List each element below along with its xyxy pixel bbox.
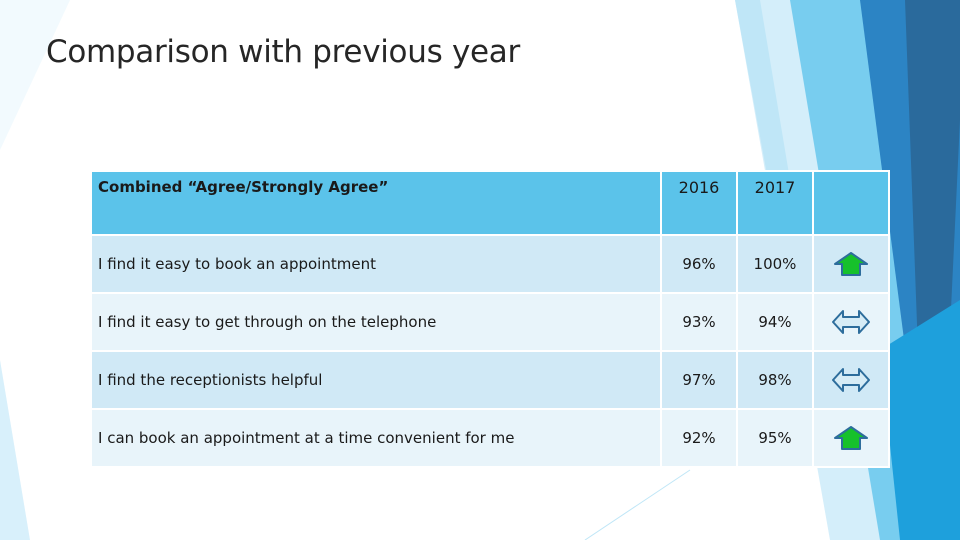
- comparison-table: Combined “Agree/Strongly Agree” 2016 201…: [90, 170, 890, 468]
- header-label: Combined “Agree/Strongly Agree”: [90, 170, 662, 236]
- row-value-2016: 92%: [660, 408, 738, 468]
- slide-title: Comparison with previous year: [46, 34, 520, 70]
- up-arrow-icon: [834, 252, 868, 276]
- trend-cell: [812, 292, 890, 352]
- trend-cell: [812, 350, 890, 410]
- row-value-2017: 95%: [736, 408, 814, 468]
- trend-cell: [812, 234, 890, 294]
- left-right-arrow-icon: [832, 368, 870, 392]
- row-statement: I can book an appointment at a time conv…: [90, 408, 662, 468]
- table-row: I can book an appointment at a time conv…: [90, 408, 890, 468]
- table-row: I find it easy to get through on the tel…: [90, 292, 890, 352]
- header-trend: [812, 170, 890, 236]
- row-statement: I find it easy to book an appointment: [90, 234, 662, 294]
- table-row: I find it easy to book an appointment 96…: [90, 234, 890, 294]
- row-statement: I find the receptionists helpful: [90, 350, 662, 410]
- row-value-2016: 97%: [660, 350, 738, 410]
- left-right-arrow-icon: [832, 310, 870, 334]
- row-value-2017: 98%: [736, 350, 814, 410]
- row-value-2017: 94%: [736, 292, 814, 352]
- table-header-row: Combined “Agree/Strongly Agree” 2016 201…: [90, 170, 890, 236]
- row-value-2016: 93%: [660, 292, 738, 352]
- table-row: I find the receptionists helpful 97% 98%: [90, 350, 890, 410]
- up-arrow-icon: [834, 426, 868, 450]
- trend-cell: [812, 408, 890, 468]
- row-value-2017: 100%: [736, 234, 814, 294]
- row-statement: I find it easy to get through on the tel…: [90, 292, 662, 352]
- header-year-2017: 2017: [736, 170, 814, 236]
- header-year-2016: 2016: [660, 170, 738, 236]
- row-value-2016: 96%: [660, 234, 738, 294]
